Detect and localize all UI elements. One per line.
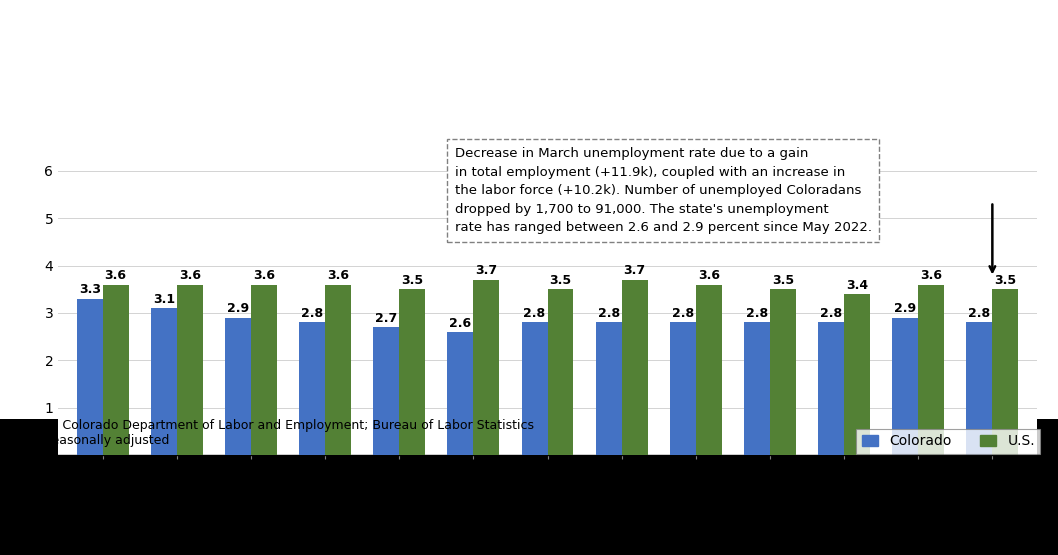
Bar xyxy=(522,322,548,455)
Text: Decrease in March unemployment rate due to a gain
in total employment (+11.9k), : Decrease in March unemployment rate due … xyxy=(455,147,872,234)
Bar xyxy=(399,289,425,455)
Text: 2.8: 2.8 xyxy=(672,307,694,320)
Bar xyxy=(103,285,129,455)
Text: 3.6: 3.6 xyxy=(179,269,201,282)
Text: 2.9: 2.9 xyxy=(226,302,249,315)
Bar xyxy=(473,280,499,455)
Bar xyxy=(299,322,325,455)
Bar xyxy=(373,327,399,455)
Text: 2.8: 2.8 xyxy=(968,307,990,320)
Text: 2.8: 2.8 xyxy=(746,307,768,320)
Text: 2.7: 2.7 xyxy=(376,312,398,325)
Text: 3.6: 3.6 xyxy=(698,269,719,282)
Legend: Colorado, U.S.: Colorado, U.S. xyxy=(856,429,1040,454)
Text: 3.6: 3.6 xyxy=(327,269,349,282)
Text: 3.5: 3.5 xyxy=(772,274,794,287)
Text: 3.5: 3.5 xyxy=(995,274,1017,287)
Text: 2.6: 2.6 xyxy=(450,316,472,330)
Bar xyxy=(622,280,647,455)
Text: 3.7: 3.7 xyxy=(623,264,645,278)
Bar xyxy=(547,289,573,455)
Bar xyxy=(225,317,251,455)
Bar xyxy=(77,299,103,455)
Text: 3.6: 3.6 xyxy=(920,269,943,282)
Text: 2.8: 2.8 xyxy=(820,307,842,320)
Bar xyxy=(966,322,992,455)
Text: 3.6: 3.6 xyxy=(105,269,127,282)
Bar xyxy=(992,289,1018,455)
Bar xyxy=(892,317,918,455)
Bar xyxy=(151,308,177,455)
Text: 3.4: 3.4 xyxy=(846,279,869,291)
Bar xyxy=(596,322,622,455)
Text: 3.7: 3.7 xyxy=(475,264,497,278)
Text: Source: Colorado Department of Labor and Employment; Bureau of Labor Statistics
: Source: Colorado Department of Labor and… xyxy=(11,419,533,447)
Bar xyxy=(251,285,277,455)
Text: 2.8: 2.8 xyxy=(302,307,323,320)
Bar xyxy=(744,322,770,455)
Bar xyxy=(918,285,944,455)
Text: 2.8: 2.8 xyxy=(598,307,620,320)
Bar xyxy=(177,285,203,455)
Bar xyxy=(818,322,844,455)
Text: 3.1: 3.1 xyxy=(152,293,175,306)
Text: 3.5: 3.5 xyxy=(401,274,423,287)
Text: 3.3: 3.3 xyxy=(78,284,101,296)
Bar xyxy=(844,294,870,455)
Bar xyxy=(448,332,473,455)
Text: 2.8: 2.8 xyxy=(524,307,546,320)
Bar xyxy=(770,289,796,455)
Text: 3.6: 3.6 xyxy=(253,269,275,282)
Bar xyxy=(325,285,351,455)
Bar xyxy=(696,285,722,455)
Bar xyxy=(670,322,696,455)
Text: 3.5: 3.5 xyxy=(549,274,571,287)
Text: 2.9: 2.9 xyxy=(894,302,916,315)
